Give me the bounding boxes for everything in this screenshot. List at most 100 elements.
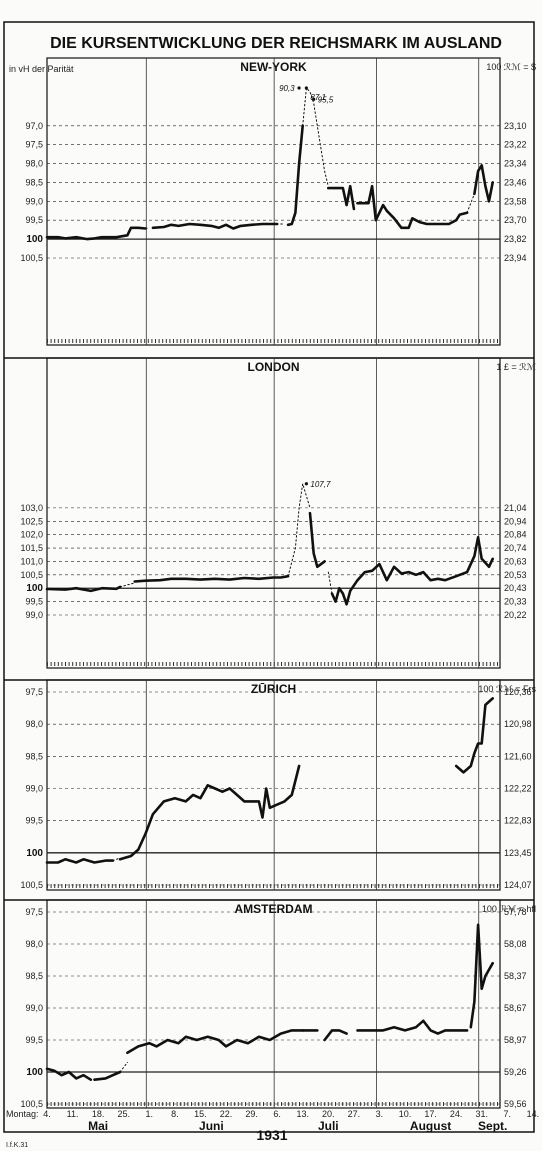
- series-line-7: [469, 923, 495, 1029]
- y-tick-label: 98,5: [25, 177, 43, 187]
- series-line-0: [45, 1067, 93, 1081]
- panel-frame: [46, 899, 501, 1109]
- right-tick-label: 23,22: [504, 140, 527, 150]
- series-line-3: [126, 1029, 305, 1055]
- y-tick-label: 99,0: [25, 784, 43, 794]
- annotation-point: [304, 86, 308, 90]
- right-tick-label: 23,94: [504, 253, 527, 263]
- year-label: 1931: [256, 1127, 287, 1143]
- x-month-label: Juli: [318, 1119, 339, 1133]
- right-tick-label: 20,22: [504, 610, 527, 620]
- series-line-9: [473, 164, 495, 203]
- x-month-label: Sept.: [478, 1119, 507, 1133]
- y-tick-label: 103,0: [20, 503, 43, 513]
- x-day-label: 10.: [399, 1109, 412, 1119]
- x-day-label: 11.: [67, 1109, 79, 1119]
- right-tick-label: 20,94: [504, 516, 527, 526]
- right-tick-label: 20,63: [504, 556, 527, 566]
- series-line-2: [119, 1061, 128, 1073]
- x-day-label: 22.: [220, 1109, 233, 1119]
- y-tick-label: 99,5: [25, 597, 43, 607]
- x-day-label: 13.: [296, 1109, 309, 1119]
- series-line-4: [308, 511, 326, 569]
- x-day-label: 14.: [527, 1109, 540, 1119]
- x-day-label: 8.: [171, 1109, 179, 1119]
- y-tick-label: 100,5: [20, 880, 43, 890]
- right-tick-label: 58,97: [504, 1035, 527, 1045]
- series-line-5: [327, 571, 333, 595]
- right-tick-label: 20,33: [504, 597, 527, 607]
- y-tick-label: 101,0: [20, 556, 43, 566]
- right-tick-label: 120,36: [504, 687, 532, 697]
- y-tick-label: 99,0: [25, 196, 43, 206]
- y-tick-label: 99,5: [25, 816, 43, 826]
- right-tick-label: 57,78: [504, 907, 527, 917]
- series-line-3: [287, 483, 311, 577]
- y-tick-label: 98,0: [25, 159, 43, 169]
- left-axis-label: in vH der Parität: [9, 64, 74, 74]
- y-tick-label: 100: [26, 583, 43, 594]
- panel-0: NEW-YORK 100 ℛℳ = $ 100,5 23,94 100 23,82 99,5…: [20, 57, 536, 346]
- annotation-point: [304, 482, 308, 486]
- series-line-7: [356, 184, 469, 230]
- right-axis-header: 100 ℛℳ = $: [486, 62, 536, 72]
- right-tick-label: 124,07: [504, 880, 532, 890]
- right-tick-label: 120,98: [504, 719, 532, 729]
- right-tick-label: 58,67: [504, 1003, 527, 1013]
- x-day-label: 29.: [245, 1109, 258, 1119]
- panel-frame: [46, 679, 501, 891]
- y-tick-label: 97,5: [25, 140, 43, 150]
- x-day-label: 6.: [273, 1109, 281, 1119]
- right-tick-label: 20,53: [504, 570, 527, 580]
- y-tick-label: 101,5: [20, 543, 43, 553]
- right-tick-label: 23,82: [504, 234, 527, 244]
- panel-frame: [46, 357, 501, 669]
- right-tick-label: 23,58: [504, 196, 527, 206]
- series-line-2: [133, 574, 290, 583]
- series-line-1: [145, 227, 150, 229]
- series-line-1: [119, 582, 136, 588]
- panel-title: ZŪRICH: [251, 682, 296, 696]
- x-month-label: Mai: [88, 1119, 108, 1133]
- y-tick-label: 100: [26, 234, 43, 245]
- right-axis-header: 1 £ = ℛℳ: [496, 362, 536, 372]
- right-tick-label: 59,56: [504, 1099, 527, 1109]
- credit-label: I.f.K.31: [6, 1142, 28, 1149]
- right-tick-label: 23,70: [504, 215, 527, 225]
- y-tick-label: 98,5: [25, 751, 43, 761]
- right-tick-label: 58,08: [504, 939, 527, 949]
- series-line-1: [93, 1070, 122, 1081]
- series-line-6: [330, 535, 495, 606]
- annotation-label: 107,7: [310, 480, 331, 489]
- x-day-label: 7.: [504, 1109, 512, 1119]
- y-tick-label: 99,0: [25, 610, 43, 620]
- right-tick-label: 122,83: [504, 816, 532, 826]
- series-line-2: [118, 764, 301, 861]
- panel-3: AMSTERDAM 100 ℛℳ = hfl 100,5 59,56 100 59,26 9…: [4, 899, 536, 1109]
- right-tick-label: 122,22: [504, 784, 532, 794]
- x-day-label: 25.: [117, 1109, 130, 1119]
- series-line-2: [151, 222, 279, 230]
- annotation-point: [312, 97, 316, 101]
- y-tick-label: 99,0: [25, 1003, 43, 1013]
- right-tick-label: 58,37: [504, 971, 527, 981]
- right-tick-label: 23,34: [504, 159, 527, 169]
- y-tick-label: 100: [26, 1067, 43, 1078]
- x-day-label: 18.: [92, 1109, 105, 1119]
- right-axis-header: 100 ℛℳ = hfl: [482, 904, 536, 914]
- y-tick-label: 102,0: [20, 530, 43, 540]
- y-tick-label: 98,0: [25, 939, 43, 949]
- right-tick-label: 20,43: [504, 583, 527, 593]
- panel-title: AMSTERDAM: [235, 902, 313, 916]
- right-tick-label: 20,84: [504, 530, 527, 540]
- x-day-label: 27.: [348, 1109, 361, 1119]
- x-day-label: 24.: [450, 1109, 463, 1119]
- y-tick-label: 100,5: [20, 570, 43, 580]
- annotation-label: 87,1: [310, 93, 326, 102]
- series-line-6: [326, 184, 356, 211]
- y-tick-label: 97,5: [25, 907, 43, 917]
- main-title: DIE KURSENTWICKLUNG DER REICHSMARK IM AU…: [50, 35, 502, 52]
- series-line-0: [45, 585, 122, 593]
